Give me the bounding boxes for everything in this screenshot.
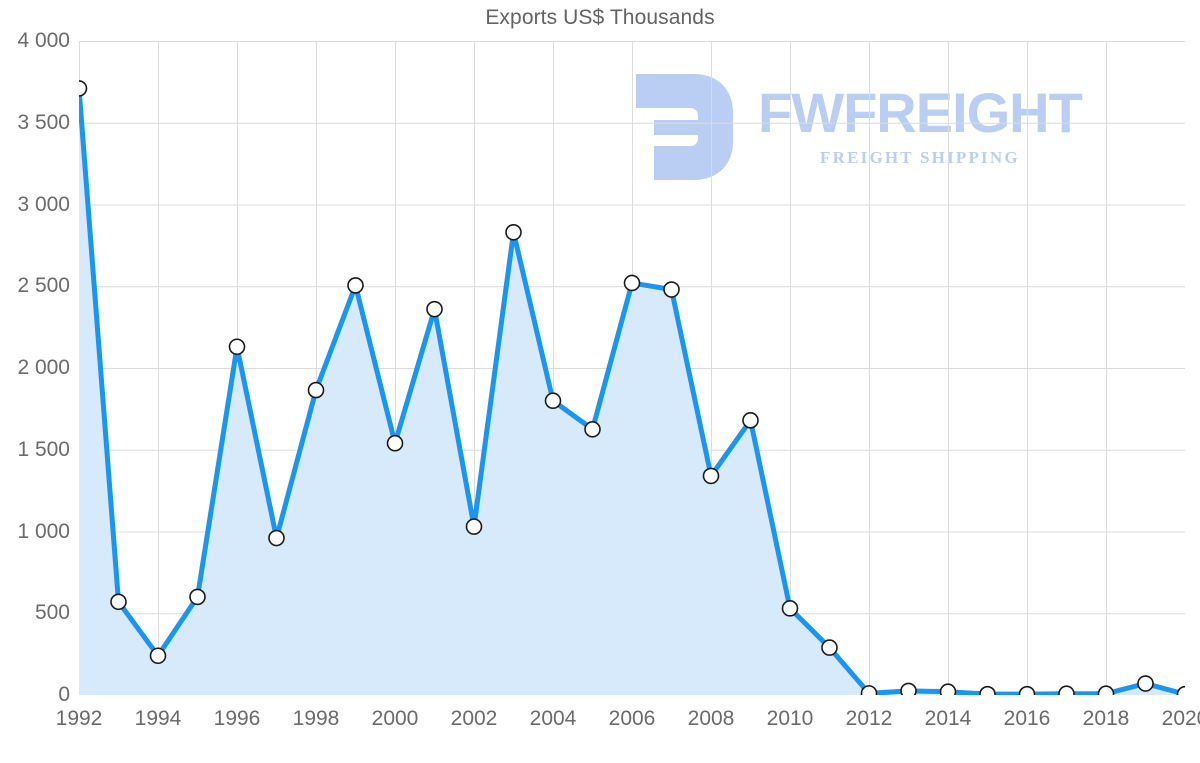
data-point-marker[interactable] (228, 338, 246, 356)
x-axis-tick-label: 2012 (845, 707, 893, 730)
data-point-marker[interactable] (386, 434, 404, 452)
x-axis-tick-label: 2020 (1161, 707, 1200, 730)
plot-area (79, 41, 1185, 695)
data-point-marker[interactable] (1018, 685, 1036, 695)
x-axis-tick-label: 2006 (608, 707, 656, 730)
y-axis-tick-label: 2 500 (17, 274, 70, 298)
data-point-marker[interactable] (110, 593, 127, 611)
data-point-marker[interactable] (1176, 685, 1186, 695)
chart-plot-svg (79, 41, 1185, 695)
x-axis-tick-label: 1998 (292, 707, 340, 730)
y-axis-tick-label: 0 (58, 683, 70, 706)
x-axis-tick-label: 2000 (371, 707, 419, 730)
data-point-marker[interactable] (189, 588, 206, 606)
data-point-marker[interactable] (860, 685, 878, 695)
data-point-marker[interactable] (781, 600, 799, 617)
data-point-marker[interactable] (347, 277, 364, 294)
y-axis-tick-label: 1 500 (17, 437, 70, 461)
chart-title: Exports US$ Thousands (485, 6, 715, 29)
data-point-marker[interactable] (742, 412, 759, 429)
data-point-marker[interactable] (268, 529, 285, 547)
data-point-marker[interactable] (702, 467, 720, 485)
y-axis-tick-label: 1 000 (17, 519, 70, 543)
data-point-marker[interactable] (307, 381, 325, 399)
data-point-marker[interactable] (544, 392, 562, 410)
y-axis-tick-label: 3 000 (17, 192, 70, 216)
x-axis-tick-label: 2016 (1003, 707, 1051, 730)
y-axis-tick-label: 4 000 (17, 29, 70, 52)
x-axis-tick-label: 2004 (529, 707, 577, 730)
x-axis-tick-label: 2002 (450, 707, 498, 730)
x-axis-tick-label: 1994 (134, 707, 182, 730)
data-point-marker[interactable] (1137, 675, 1154, 692)
data-point-marker[interactable] (900, 682, 917, 695)
area-fill (79, 88, 1185, 695)
data-point-marker[interactable] (584, 421, 601, 438)
data-point-marker[interactable] (465, 518, 483, 535)
data-point-marker[interactable] (939, 683, 957, 695)
data-point-marker[interactable] (505, 224, 522, 241)
x-axis-tick-label: 1996 (213, 707, 261, 730)
data-point-marker[interactable] (663, 281, 680, 298)
x-axis-tick-label: 2014 (924, 707, 972, 730)
data-point-marker[interactable] (79, 80, 88, 97)
x-axis-tick-label: 2010 (766, 707, 814, 730)
data-point-marker[interactable] (426, 300, 443, 318)
data-point-marker[interactable] (149, 647, 167, 665)
y-axis-tick-label: 2 000 (17, 356, 70, 379)
data-point-marker[interactable] (979, 685, 996, 695)
y-axis-tick-label: 500 (34, 601, 70, 625)
x-axis-tick-label: 2008 (687, 707, 735, 730)
y-axis-labels: 0 500 1 000 1 500 2 000 2 500 3 000 3 500 4 000 (0, 0, 70, 763)
y-axis-tick-label: 3 500 (17, 110, 70, 134)
x-axis-tick-label: 1992 (55, 707, 103, 730)
x-axis-tick-label: 2018 (1082, 707, 1130, 730)
data-point-marker[interactable] (623, 274, 641, 292)
data-point-marker[interactable] (1097, 685, 1115, 695)
data-point-marker[interactable] (821, 639, 838, 656)
data-point-marker[interactable] (1058, 685, 1075, 695)
